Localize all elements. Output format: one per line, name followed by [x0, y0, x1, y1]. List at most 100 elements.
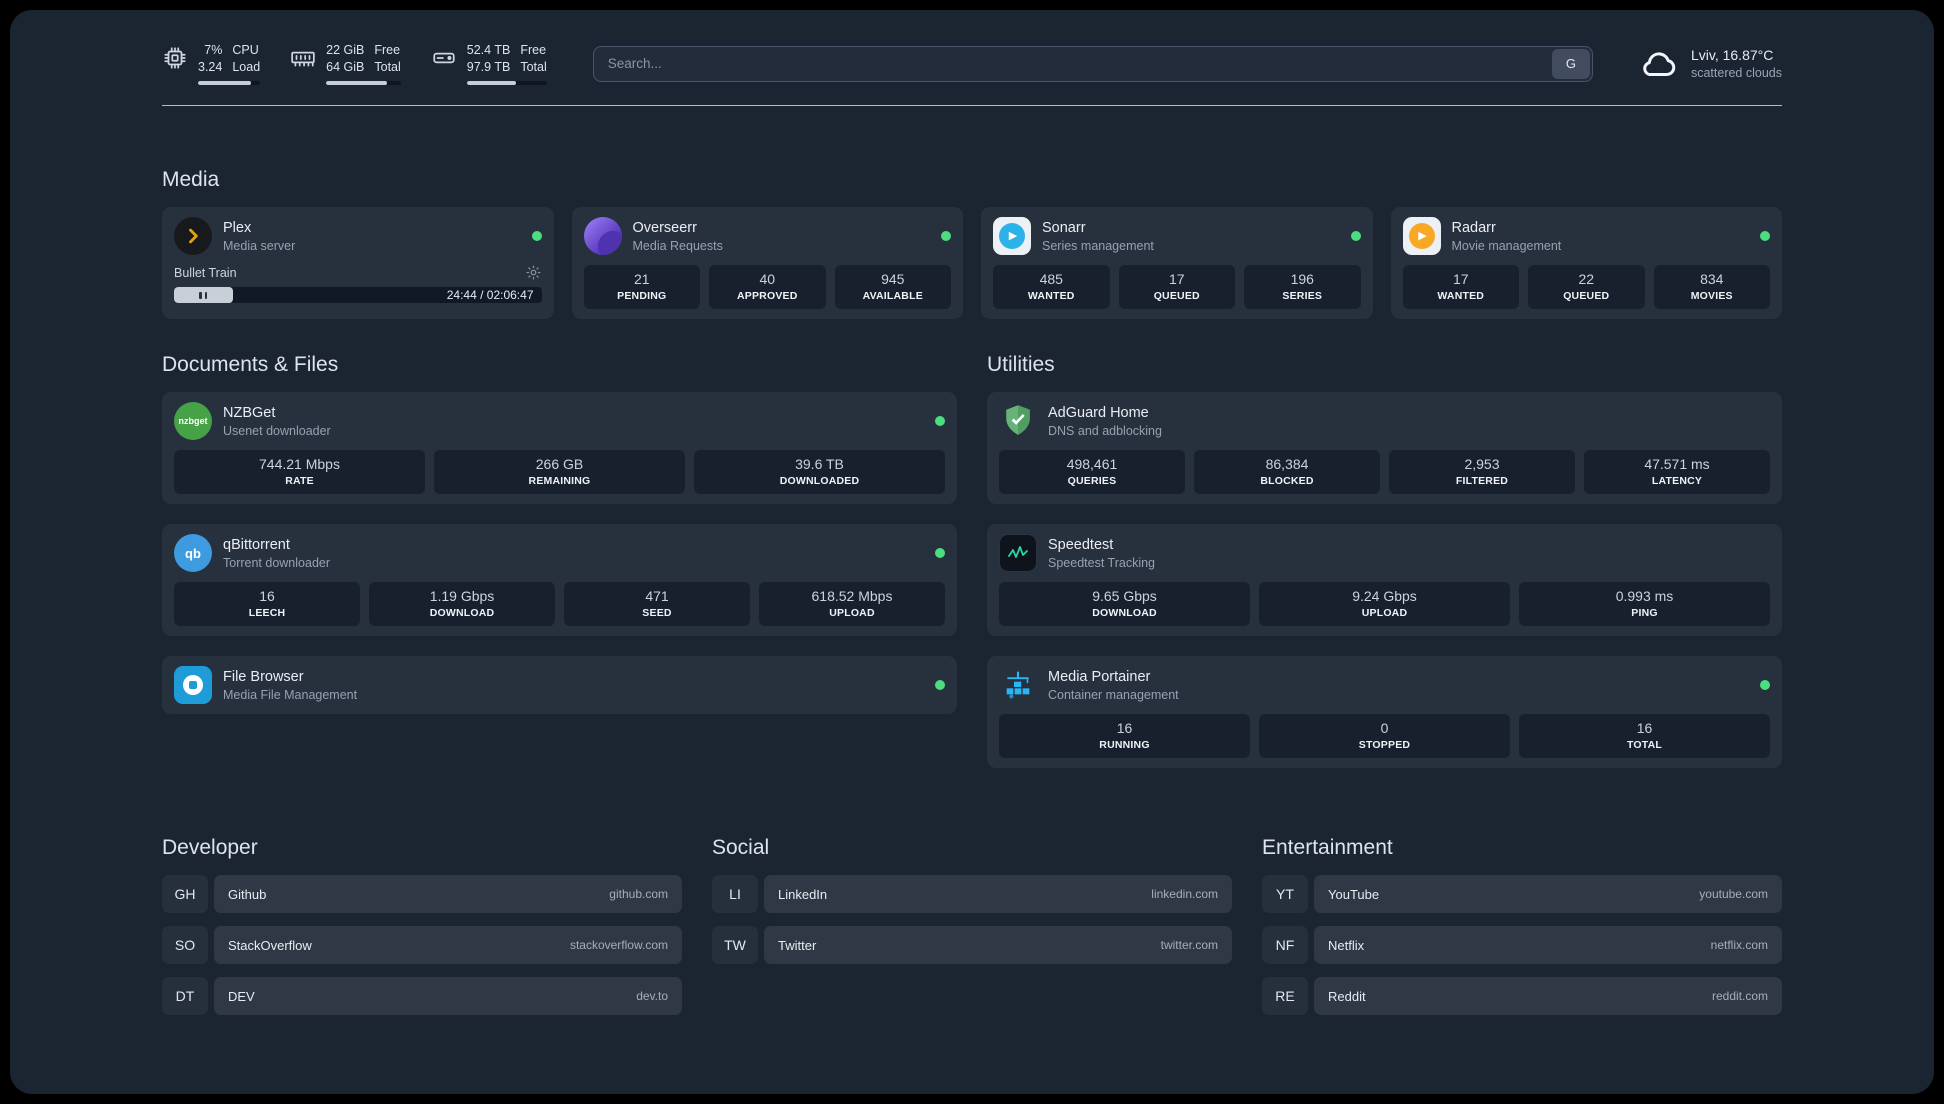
bookmark-domain: stackoverflow.com	[569, 938, 668, 953]
stat-pending: 21 PENDING	[583, 265, 700, 310]
status-online-dot	[1350, 231, 1361, 242]
stat-download: 9.65 Gbps DOWNLOAD	[999, 582, 1250, 627]
service-card-qbittorrent[interactable]: qb qBittorrent Torrent downloader 16 LEEC…	[162, 524, 957, 637]
service-name: Media Portainer	[1048, 668, 1151, 685]
playback-progress-fill	[174, 287, 233, 304]
disk-total-value: 97.9 TB	[466, 59, 511, 74]
bookmark-name: Netflix	[1328, 937, 1365, 953]
pause-icon[interactable]	[199, 291, 202, 299]
media-section: Media Plex Media server	[162, 168, 1782, 320]
service-card-portainer[interactable]: Media Portainer Container management 16 R…	[987, 656, 1782, 769]
stat-downloaded: 39.6 TB DOWNLOADED	[694, 450, 945, 495]
service-name: Plex	[223, 219, 252, 236]
service-card-overseerr[interactable]: Overseerr Media Requests 21 PENDING 40 APP…	[571, 207, 963, 320]
stat-seed: 471 SEED	[564, 582, 750, 627]
developer-group-title: Developer	[162, 836, 258, 860]
bookmark-domain: netflix.com	[1710, 938, 1768, 953]
service-desc: Media Requests	[632, 238, 723, 253]
bookmark-github[interactable]: GH Github github.com	[162, 875, 682, 914]
status-online-dot	[1760, 231, 1770, 242]
service-desc: Container management	[1048, 687, 1179, 702]
memory-icon	[291, 51, 315, 67]
utilities-section: Utilities	[987, 353, 1782, 769]
memory-progress-bar	[326, 80, 401, 86]
bookmark-domain: github.com	[609, 887, 668, 902]
disk-icon	[433, 52, 455, 64]
bookmark-abbr: GH	[162, 875, 208, 914]
bookmark-group-social: Social LI LinkedIn linkedin.com TW Twitt…	[712, 836, 1232, 1028]
service-card-plex[interactable]: Plex Media server Bullet Train	[162, 207, 554, 320]
cpu-widget: 7% 3.24 CPU Load	[162, 42, 261, 86]
search-input[interactable]	[595, 48, 1552, 79]
bookmark-name: StackOverflow	[228, 937, 312, 953]
bookmark-dev[interactable]: DT DEV dev.to	[162, 977, 682, 1016]
search-bar: G	[592, 45, 1593, 82]
service-card-filebrowser[interactable]: File Browser Media File Management	[162, 656, 957, 715]
bookmark-reddit[interactable]: RE Reddit reddit.com	[1262, 977, 1782, 1016]
entertainment-group-title: Entertainment	[1262, 836, 1393, 860]
disk-widget: 52.4 TB 97.9 TB Free Total	[431, 42, 547, 86]
service-card-radarr[interactable]: ▶ Radarr Movie management 17 WANTED	[1390, 207, 1782, 320]
disk-progress-fill	[466, 80, 517, 86]
playback-time: 24:44 / 02:06:47	[446, 288, 534, 303]
bookmark-abbr: LI	[712, 875, 758, 914]
bookmark-abbr: NF	[1262, 926, 1308, 965]
weather-widget: Lviv, 16.87°C scattered clouds	[1637, 43, 1782, 85]
service-desc: Speedtest Tracking	[1048, 555, 1156, 570]
service-name: Sonarr	[1042, 219, 1086, 236]
bookmark-abbr: TW	[712, 926, 758, 965]
bookmark-domain: twitter.com	[1160, 938, 1218, 953]
gear-icon[interactable]	[525, 264, 542, 281]
disk-free-label: Free	[520, 43, 547, 57]
status-online-dot	[941, 231, 951, 242]
bookmark-stackoverflow[interactable]: SO StackOverflow stackoverflow.com	[162, 926, 682, 965]
service-name: Radarr	[1451, 219, 1496, 236]
documents-section: Documents & Files nzbget NZBGet Usenet d…	[162, 353, 957, 715]
top-bar: 7% 3.24 CPU Load	[162, 42, 1782, 107]
playback-progress-bar[interactable]	[174, 287, 542, 304]
service-desc: Series management	[1042, 238, 1154, 253]
bookmark-domain: youtube.com	[1699, 887, 1768, 902]
bookmark-netflix[interactable]: NF Netflix netflix.com	[1262, 926, 1782, 965]
cpu-progress-bar	[198, 80, 261, 86]
memory-widget: 22 GiB 64 GiB Free Total	[290, 42, 401, 86]
stat-wanted: 485 WANTED	[993, 265, 1110, 310]
stat-movies: 834 MOVIES	[1653, 265, 1770, 310]
stat-queued: 22 QUEUED	[1528, 265, 1645, 310]
bookmark-name: Reddit	[1328, 988, 1366, 1004]
stat-queries: 498,461 QUERIES	[999, 450, 1185, 495]
search-provider-button[interactable]: G	[1551, 48, 1590, 79]
bookmark-abbr: RE	[1262, 977, 1308, 1016]
now-playing-title: Bullet Train	[174, 265, 237, 280]
memory-free-value: 22 GiB	[326, 43, 365, 57]
stat-running: 16 RUNNING	[999, 714, 1250, 759]
stat-remaining: 266 GB REMAINING	[434, 450, 685, 495]
service-card-nzbget[interactable]: nzbget NZBGet Usenet downloader 744.21 M…	[162, 392, 957, 505]
stat-upload: 618.52 Mbps UPLOAD	[759, 582, 945, 627]
qbittorrent-icon: qb	[174, 534, 212, 573]
bookmark-abbr: DT	[162, 977, 208, 1016]
service-name: qBittorrent	[223, 536, 290, 553]
nzbget-icon: nzbget	[174, 402, 212, 441]
memory-total-label: Total	[374, 59, 401, 74]
service-desc: Media File Management	[223, 687, 358, 702]
stat-queued: 17 QUEUED	[1118, 265, 1235, 310]
bookmark-name: DEV	[228, 988, 255, 1004]
memory-progress-fill	[326, 80, 388, 86]
service-card-sonarr[interactable]: ▶ Sonarr Series management 485 WANTED	[981, 207, 1373, 320]
overseerr-icon	[583, 217, 622, 256]
bookmark-domain: linkedin.com	[1151, 887, 1218, 902]
service-desc: Movie management	[1451, 238, 1562, 253]
bookmark-youtube[interactable]: YT YouTube youtube.com	[1262, 875, 1782, 914]
bookmark-twitter[interactable]: TW Twitter twitter.com	[712, 926, 1232, 965]
service-card-adguard[interactable]: AdGuard Home DNS and adblocking 498,461 Q…	[987, 392, 1782, 505]
stat-download: 1.19 Gbps DOWNLOAD	[369, 582, 555, 627]
cloud-icon	[1643, 52, 1676, 76]
radarr-icon: ▶	[1402, 217, 1441, 256]
service-card-speedtest[interactable]: Speedtest Speedtest Tracking 9.65 Gbps DO…	[987, 524, 1782, 637]
bookmark-linkedin[interactable]: LI LinkedIn linkedin.com	[712, 875, 1232, 914]
speedtest-icon	[999, 534, 1037, 573]
service-name: AdGuard Home	[1048, 404, 1149, 421]
dashboard: 7% 3.24 CPU Load	[10, 10, 1934, 1094]
portainer-crane-icon	[999, 666, 1037, 704]
